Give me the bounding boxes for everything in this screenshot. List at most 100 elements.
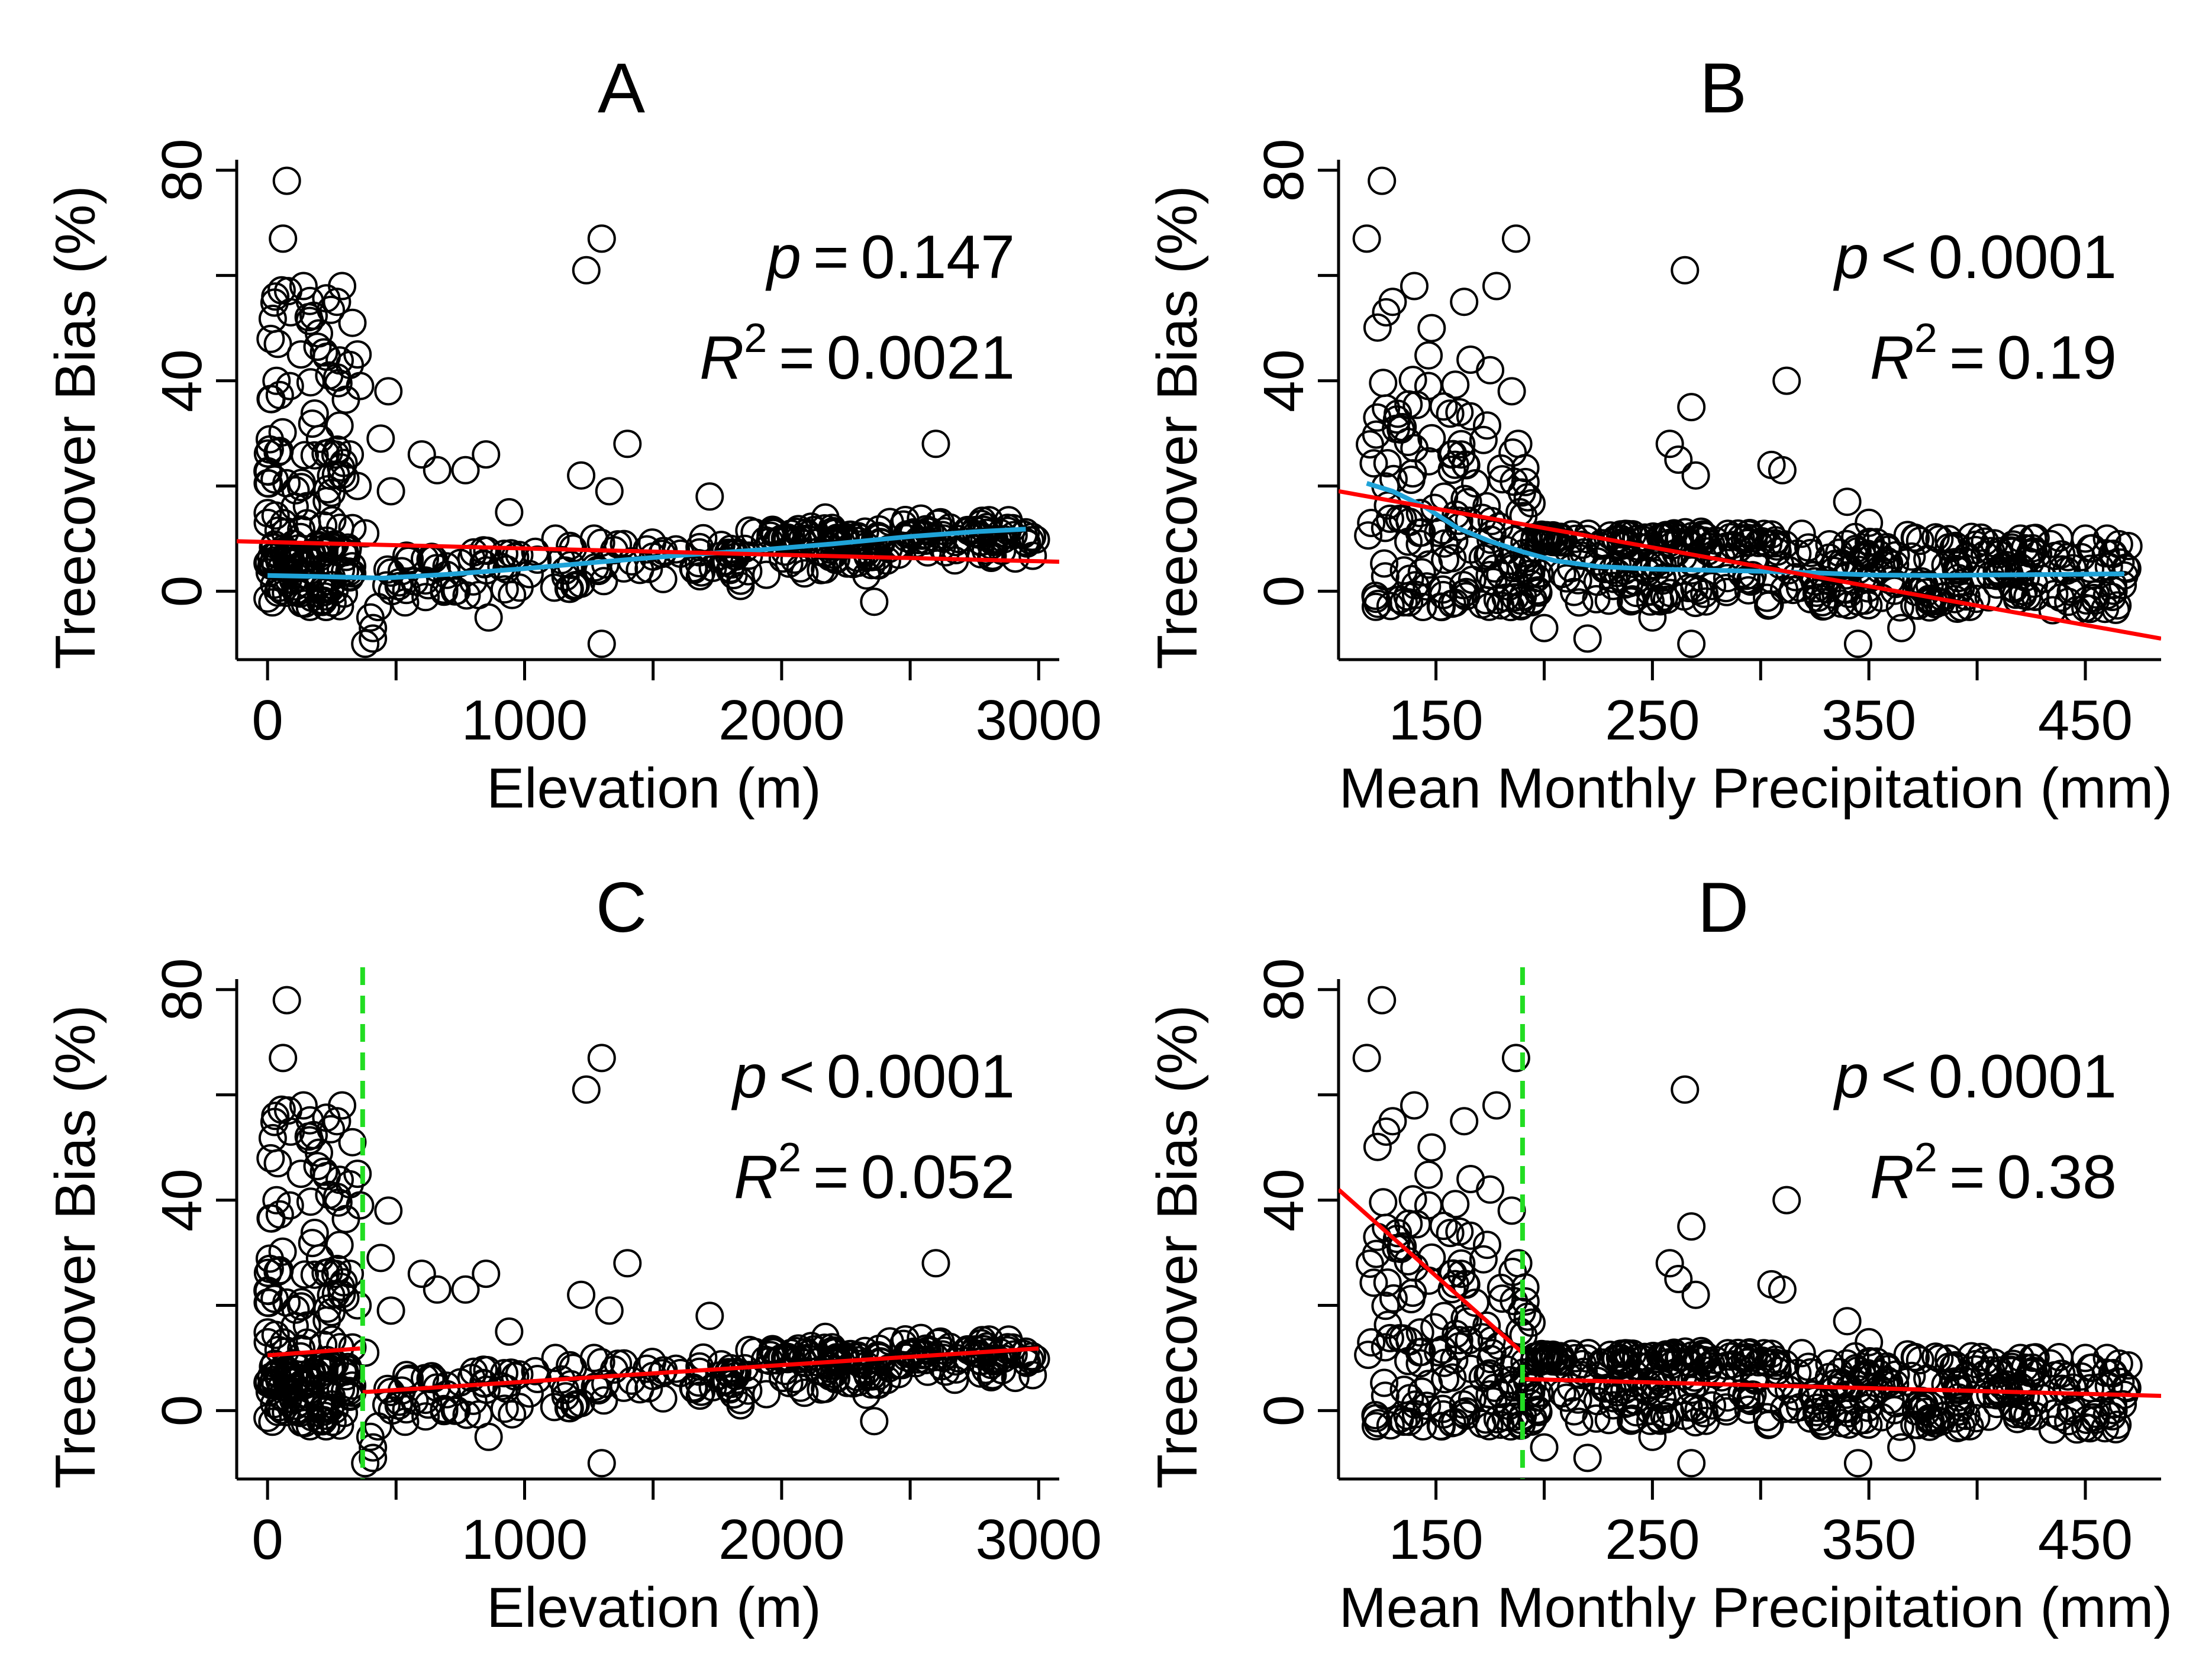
scatter-point xyxy=(863,521,892,550)
scatter-point xyxy=(338,514,367,542)
scatter-point xyxy=(331,1204,360,1233)
scatter-point xyxy=(1469,425,1498,454)
scatter-point xyxy=(1810,591,1839,620)
scatter-point xyxy=(359,613,388,642)
x-tick-label: 250 xyxy=(1605,689,1700,752)
scatter-point xyxy=(1657,520,1686,549)
scatter-point xyxy=(1664,445,1693,474)
scatter-point xyxy=(451,1275,480,1304)
scatter-point xyxy=(1565,588,1594,617)
scatter-point xyxy=(1582,1404,1611,1433)
y-tick-label: 40 xyxy=(1252,1168,1315,1232)
scatter-point xyxy=(2081,1399,2110,1428)
scatter-point xyxy=(595,477,624,506)
scatter-point xyxy=(1733,519,1762,548)
scatter-point xyxy=(1357,509,1386,537)
scatter-point xyxy=(1427,593,1456,622)
scatter-point xyxy=(1671,256,1700,285)
scatter-points xyxy=(253,986,1050,1478)
scatter-point xyxy=(1810,1410,1839,1439)
scatter-point xyxy=(1716,1342,1745,1371)
scatter-point xyxy=(587,1044,616,1073)
scatter-point xyxy=(1352,1044,1381,1073)
panel-title: A xyxy=(598,49,645,128)
scatter-point xyxy=(1407,558,1436,587)
scatter-point xyxy=(260,1284,289,1313)
scatter-point xyxy=(1677,393,1706,422)
scatter-point xyxy=(695,482,724,511)
scatter-point xyxy=(1794,533,1823,562)
scatter-point xyxy=(1833,1307,1862,1336)
scatter-point xyxy=(303,1152,332,1181)
scatter-point xyxy=(253,508,282,537)
y-tick-label: 40 xyxy=(150,1168,214,1232)
scatter-point xyxy=(1962,584,1991,613)
panel-a: A 0 40 80 0 1000 2000 3000 Elevation (m) Treecove… xyxy=(44,49,1102,820)
scatter-point xyxy=(1749,1339,1778,1368)
scatter-point xyxy=(560,1391,589,1420)
scatter-point xyxy=(1744,1348,1773,1377)
scatter-point xyxy=(904,1345,933,1374)
scatter-point xyxy=(1475,561,1504,590)
scatter-point xyxy=(411,1402,440,1431)
scatter-point xyxy=(343,340,372,369)
x-tick-label: 150 xyxy=(1389,689,1484,752)
scatter-point xyxy=(260,465,289,494)
scatter-point xyxy=(452,581,481,610)
scatter-point xyxy=(1018,522,1047,551)
scatter-point xyxy=(966,1347,995,1376)
scatter-point xyxy=(1530,1433,1559,1462)
scatter-point xyxy=(1530,613,1559,642)
scatter-point xyxy=(1458,566,1487,595)
scatter-point xyxy=(327,1375,355,1404)
scatter-point xyxy=(1530,1341,1559,1370)
scatter-point xyxy=(1671,1075,1700,1104)
segmented-fit-line xyxy=(1339,1188,1524,1355)
scatter-point xyxy=(1998,1349,2027,1378)
scatter-point xyxy=(1966,1342,1995,1371)
scatter-point xyxy=(1461,1289,1489,1317)
scatter-point xyxy=(752,1380,781,1409)
scatter-point xyxy=(286,1160,315,1189)
scatter-point xyxy=(1855,1347,1884,1375)
scatter-point xyxy=(1417,314,1446,343)
scatter-point xyxy=(1841,522,1870,551)
scatter-point xyxy=(407,440,436,469)
x-tick-label: 0 xyxy=(251,1508,283,1571)
scatter-point xyxy=(720,1358,749,1387)
scatter-point xyxy=(1523,564,1551,593)
y-tick-label: 0 xyxy=(1252,576,1315,607)
scatter-point xyxy=(1834,1410,1863,1439)
scatter-point xyxy=(2021,1401,2050,1430)
scatter-point xyxy=(1618,585,1647,614)
scatter-point xyxy=(253,439,282,468)
scatter-point xyxy=(1440,1345,1469,1374)
scatter-point xyxy=(1447,440,1476,469)
scatter-point xyxy=(1505,1317,1534,1346)
scatter-point xyxy=(979,1347,1008,1376)
scatter-point xyxy=(1905,1346,1934,1375)
scatter-point xyxy=(1757,1270,1786,1299)
loess-curve xyxy=(1366,481,2124,578)
scatter-point xyxy=(2114,1351,2143,1380)
scatter-point xyxy=(430,1394,459,1423)
scatter-point xyxy=(1021,1345,1050,1373)
scatter-point xyxy=(392,1395,421,1424)
scatter-point xyxy=(1363,403,1392,432)
scatter-point xyxy=(289,1091,318,1120)
scatter-point xyxy=(944,525,973,554)
scatter-point xyxy=(1369,1188,1398,1217)
scatter-point xyxy=(253,1368,282,1397)
scatter-point xyxy=(327,556,355,584)
scatter-point xyxy=(1414,1191,1443,1220)
scatter-point xyxy=(1475,1412,1504,1441)
x-tick-label: 450 xyxy=(2038,689,2133,752)
scatter-point xyxy=(1855,528,1884,556)
scatter-point xyxy=(1447,1260,1476,1289)
scatter-point xyxy=(1376,592,1405,621)
scatter-point xyxy=(555,1394,584,1423)
scatter-point xyxy=(1354,1341,1383,1370)
scatter-point xyxy=(366,1244,395,1273)
scatter-point xyxy=(1501,224,1530,253)
scatter-point xyxy=(263,330,292,359)
